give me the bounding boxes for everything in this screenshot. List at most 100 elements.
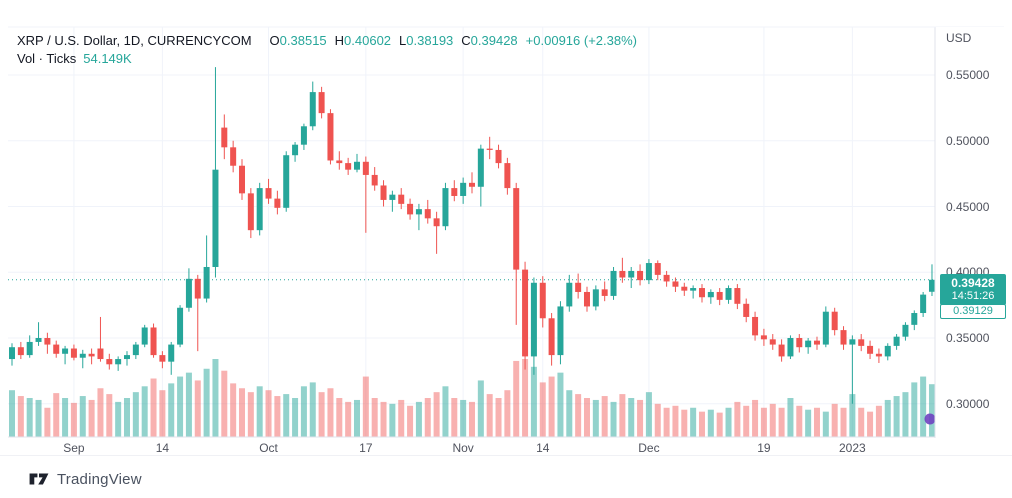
candle[interactable] [707,291,714,298]
candle[interactable] [805,340,812,348]
volume-bar[interactable] [698,411,705,437]
volume-bar[interactable] [725,407,732,437]
candle[interactable] [928,279,935,292]
volume-bar[interactable] [707,409,714,437]
candle[interactable] [415,209,422,215]
volume-bar[interactable] [353,399,360,437]
candle[interactable] [513,188,520,270]
candle[interactable] [504,163,511,189]
candle[interactable] [292,144,299,156]
candle[interactable] [424,209,431,219]
volume-bar[interactable] [504,390,511,437]
volume-bar[interactable] [831,403,838,437]
candle[interactable] [769,339,776,345]
volume-bar[interactable] [300,386,307,437]
volume-bar[interactable] [194,380,201,437]
candle[interactable] [345,163,352,170]
volume-bar[interactable] [672,405,679,437]
candle[interactable] [115,359,122,365]
candle[interactable] [35,338,42,342]
candle[interactable] [778,344,785,357]
candle[interactable] [566,282,573,307]
candle[interactable] [619,270,626,278]
candle[interactable] [681,286,688,291]
volume-bar[interactable] [26,398,33,437]
candle[interactable] [858,339,865,346]
candle[interactable] [380,185,387,200]
candle[interactable] [734,288,741,304]
candle[interactable] [177,307,184,345]
volume-bar[interactable] [123,398,130,437]
candle[interactable] [530,282,537,357]
volume-bar[interactable] [274,396,281,437]
volume-bar[interactable] [44,407,51,437]
candle[interactable] [185,278,192,308]
candle[interactable] [44,338,51,345]
volume-bar[interactable] [35,399,42,437]
volume-bar[interactable] [911,382,918,437]
volume-bar[interactable] [177,376,184,437]
volume-bar[interactable] [645,392,652,437]
volume-bar[interactable] [256,386,263,437]
candle[interactable] [539,282,546,319]
candle[interactable] [690,288,697,291]
volume-bar[interactable] [654,403,661,437]
volume-bar[interactable] [787,398,794,437]
volume-bar[interactable] [106,394,113,437]
candle[interactable] [398,194,405,204]
volume-bar[interactable] [132,392,139,437]
volume-bar[interactable] [813,407,820,437]
volume-bar[interactable] [778,407,785,437]
candle[interactable] [433,218,440,227]
volume-bar[interactable] [265,390,272,437]
volume-bar[interactable] [557,372,564,437]
candle[interactable] [70,348,77,358]
candle[interactable] [557,306,564,356]
volume-bar[interactable] [221,370,228,437]
candle[interactable] [407,203,414,215]
volume-bar[interactable] [548,376,555,437]
volume-bar[interactable] [318,392,325,437]
volume-bar[interactable] [380,401,387,437]
candle[interactable] [822,311,829,345]
candle[interactable] [840,330,847,345]
candle[interactable] [645,263,652,281]
volume-bar[interactable] [477,380,484,437]
candle[interactable] [159,355,166,362]
candle[interactable] [831,311,838,331]
candle[interactable] [637,270,644,281]
candle[interactable] [238,165,245,194]
volume-bar[interactable] [327,388,334,437]
candle[interactable] [97,348,104,360]
tradingview-logo[interactable]: TradingView [28,468,142,490]
volume-bar[interactable] [168,383,175,437]
candle[interactable] [796,338,803,348]
candle[interactable] [203,266,210,299]
candle[interactable] [893,336,900,346]
candle[interactable] [902,324,909,337]
candle[interactable] [867,345,874,354]
volume-bar[interactable] [928,384,935,437]
candle[interactable] [17,347,24,356]
volume-bar[interactable] [610,401,617,437]
volume-bar[interactable] [70,402,77,437]
volume-bar[interactable] [902,392,909,437]
volume-bar[interactable] [362,376,369,437]
candle[interactable] [716,291,723,300]
volume-bar[interactable] [796,405,803,437]
volume-bar[interactable] [309,382,316,437]
candle[interactable] [62,348,69,354]
volume-bar[interactable] [53,393,60,437]
volume-bar[interactable] [769,403,776,437]
candle[interactable] [743,303,750,317]
volume-bar[interactable] [88,399,95,437]
candle[interactable] [265,188,272,199]
candle[interactable] [79,353,86,358]
volume-bar[interactable] [566,390,573,437]
candle[interactable] [106,359,113,365]
candle[interactable] [318,92,325,114]
candle[interactable] [300,126,307,145]
candle[interactable] [283,155,290,208]
volume-bar[interactable] [663,407,670,437]
candle[interactable] [460,182,467,196]
